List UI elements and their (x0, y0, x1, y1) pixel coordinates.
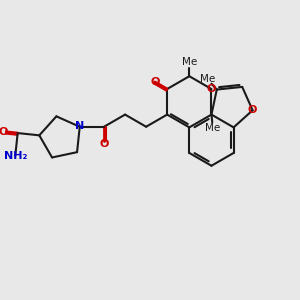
Text: O: O (99, 139, 109, 149)
Text: Me: Me (182, 57, 197, 68)
Text: N: N (75, 121, 84, 131)
Text: O: O (150, 77, 160, 87)
Text: Me: Me (205, 123, 220, 133)
Text: Me: Me (200, 74, 215, 84)
Text: O: O (248, 105, 257, 115)
Text: O: O (207, 84, 216, 94)
Text: O: O (0, 127, 8, 136)
Text: NH₂: NH₂ (4, 151, 27, 161)
